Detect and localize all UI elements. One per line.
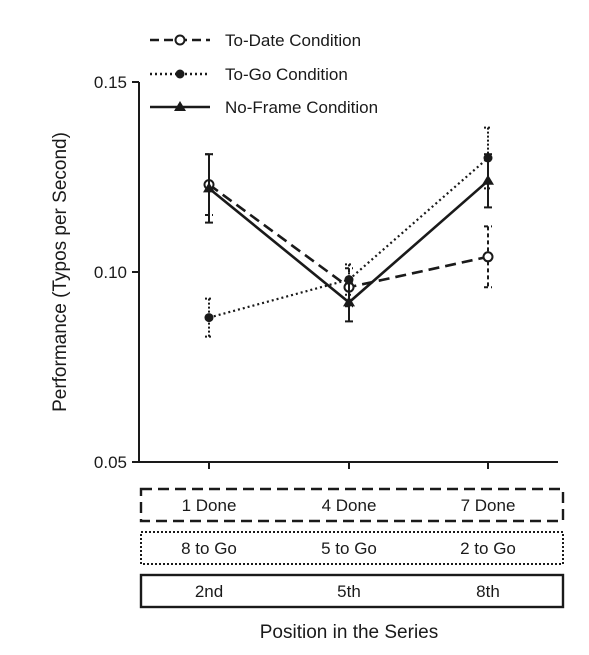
frame-row-label: 5th (337, 582, 361, 601)
data-point (203, 182, 215, 193)
legend-marker (174, 34, 186, 46)
legend-label: To-Go Condition (225, 65, 348, 84)
series-layer (203, 126, 494, 338)
legend-marker (174, 101, 186, 111)
frame-row-solid: 2nd 5th 8th (139, 573, 565, 609)
y-tick-label: 0.05 (94, 453, 127, 472)
frame-row-dotted: 8 to Go 5 to Go 2 to Go (140, 531, 564, 565)
frame-row-dashed: 1 Done 4 Done 7 Done (139, 487, 565, 523)
data-point (204, 313, 214, 323)
frame-row-label: 5 to Go (321, 539, 377, 558)
frame-row-box (139, 573, 565, 609)
y-axis-label: Performance (Typos per Second) (50, 132, 71, 412)
data-point (482, 251, 494, 263)
frame-row-box (139, 487, 565, 523)
frame-row-label: 2nd (195, 582, 223, 601)
legend: To-Date Condition To-Go Condition No-Frame… (150, 31, 378, 117)
y-tick-label: 0.10 (94, 263, 127, 282)
frame-rows: 1 Done 4 Done 7 Done 8 to Go 5 to Go 2 to Go 2… (139, 487, 565, 609)
frame-row-label: 4 Done (322, 496, 377, 515)
legend-label: To-Date Condition (225, 31, 361, 50)
data-point (344, 275, 354, 285)
axes: 0.05 0.10 0.15 (94, 73, 558, 472)
legend-label: No-Frame Condition (225, 98, 378, 117)
data-point (343, 296, 355, 307)
frame-row-label: 2 to Go (460, 539, 516, 558)
frame-row-label: 8 to Go (181, 539, 237, 558)
series-solid (203, 153, 494, 323)
x-axis-label: Position in the Series (260, 622, 439, 643)
frame-row-label: 1 Done (182, 496, 237, 515)
y-tick-label: 0.15 (94, 73, 127, 92)
frame-row-label: 7 Done (461, 496, 516, 515)
frame-row-label: 8th (476, 582, 500, 601)
data-point (482, 174, 494, 185)
frame-row-box (140, 531, 564, 565)
legend-marker (175, 69, 185, 79)
